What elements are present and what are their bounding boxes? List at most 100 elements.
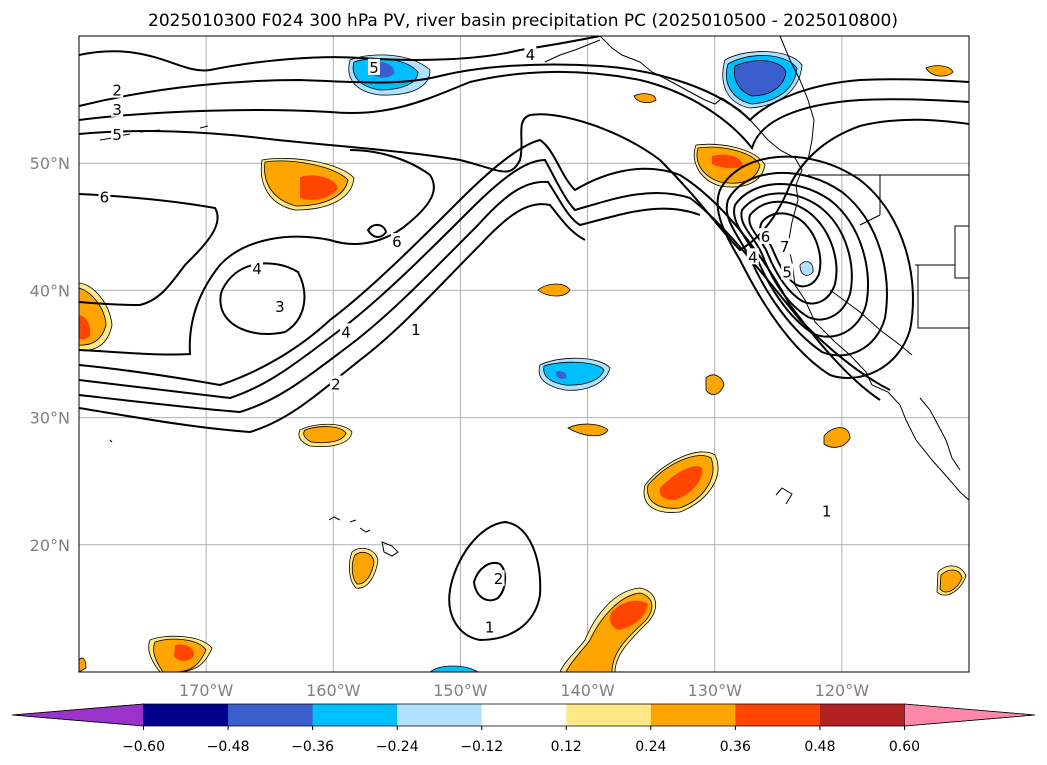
pv-contour-label: 7 [780, 238, 790, 256]
pv-contour-label: 4 [252, 260, 262, 278]
lon-tick-label: 170°W [179, 681, 234, 700]
precip-feature-small [705, 374, 725, 395]
colorbar-bin [481, 704, 567, 726]
precip-feature-small [303, 426, 347, 444]
pv-contour-4 [79, 70, 969, 151]
precip-feature-alaska-panhandle-negative [722, 51, 803, 109]
precip-feature-northwest-coast-positive [694, 143, 766, 188]
pv-contour-2 [79, 36, 601, 72]
precip-feature-small [633, 93, 657, 104]
longitude-tick-labels: 170°W 160°W 150°W 140°W 130°W 120°W [179, 681, 869, 700]
colorbar-tick-label: 0.48 [804, 739, 835, 755]
lat-tick-label: 20°N [30, 536, 70, 555]
pv-contour-ring [740, 192, 853, 321]
colorbar-tick-label: 0.36 [720, 739, 751, 755]
pv-contour-label: 6 [761, 228, 771, 246]
chart-title: 2025010300 F024 300 hPa PV, river basin … [148, 11, 898, 31]
lat-tick-label: 50°N [30, 154, 70, 173]
lon-tick-label: 140°W [560, 681, 615, 700]
map-background [79, 36, 969, 672]
pv-contour-ring-inner [759, 212, 822, 288]
pv-contour-label: 2 [112, 82, 122, 100]
pv-contour-3 [79, 63, 969, 122]
pv-label-mask [98, 188, 111, 205]
pv-contour-ring [748, 200, 838, 305]
pv-contour-label: 5 [369, 59, 379, 77]
pv-label-mask [759, 227, 772, 244]
pv-label-mask [746, 248, 759, 265]
pv-label-mask [781, 263, 794, 280]
colorbar-extend-min [11, 703, 144, 727]
precip-feature-small [79, 657, 87, 672]
pv-contour-label: 1 [411, 321, 421, 339]
colorbar-tick-label: −0.48 [207, 739, 250, 755]
pv-label-mask [273, 297, 286, 314]
pv-label-mask [778, 238, 791, 255]
pv-label-mask [340, 323, 352, 340]
pv-contour-label: 4 [341, 323, 351, 341]
precip-feature-small [823, 427, 851, 448]
pv-label-mask [251, 259, 263, 276]
map-frame [78, 35, 970, 673]
colorbar-bin [819, 704, 905, 726]
pv-contour-label: 2 [331, 376, 341, 394]
pv-contour-label: 3 [275, 298, 285, 316]
pv-label-mask [409, 320, 422, 337]
colorbar-tick-label: −0.60 [122, 739, 165, 755]
pv-label-mask [483, 618, 496, 635]
precip-feature-subtropical-positive [643, 451, 719, 513]
colorbar-bin [566, 704, 652, 726]
pv-contour-label: 6 [392, 233, 402, 251]
colorbar-extend-max [904, 703, 1036, 727]
pv-contour-6-closed [366, 224, 388, 238]
pv-contour-1-closed [448, 520, 542, 642]
precip-feature-small [567, 423, 609, 437]
pv-contour-label: 1 [822, 503, 832, 521]
colorbar-tick-label: 0.24 [635, 739, 666, 755]
precip-feature-small [799, 261, 814, 276]
pv-contour-4 [79, 203, 586, 434]
precip-feature-small [925, 65, 954, 77]
pv-contour-label: 4 [748, 248, 758, 266]
lon-tick-label: 150°W [433, 681, 488, 700]
pv-label-mask [111, 81, 124, 98]
pv-label-mask [820, 502, 833, 519]
colorbar-bin [650, 704, 736, 726]
colorbar-tick-label: 0.60 [889, 739, 920, 755]
pv-contour-label: 5 [782, 264, 792, 282]
lat-tick-label: 30°N [30, 409, 70, 428]
pv-contour-2-closed [472, 562, 506, 602]
precip-feature-hawaii-positive [348, 547, 379, 589]
pv-contour-label: 2 [494, 570, 504, 588]
pv-label-mask [390, 233, 403, 250]
lon-tick-label: 120°W [815, 681, 870, 700]
pv-contour-label: 5 [112, 126, 122, 144]
pv-label-mask [524, 46, 537, 63]
pv-contour-label: 3 [112, 101, 122, 119]
pv-label-mask [329, 375, 342, 392]
pv-contour-3 [79, 180, 701, 414]
pv-contour-5 [79, 149, 435, 356]
precip-feature-small [939, 569, 963, 593]
precip-feature-central-pacific-negative [538, 357, 611, 391]
pv-contour-label: 4 [526, 46, 536, 64]
colorbar-bin [397, 704, 483, 726]
pv-label-mask [367, 58, 380, 75]
colorbar-bin [312, 704, 398, 726]
pv-contour-6 [79, 193, 219, 307]
colorbar-bin [228, 704, 314, 726]
precip-feature-southwest-positive [148, 635, 213, 672]
pv-contour-label: 1 [485, 618, 495, 636]
precip-feature-tropical-positive [559, 587, 657, 672]
pv-label-mask [111, 126, 124, 143]
colorbar-tick-label: −0.24 [376, 739, 419, 755]
colorbar-tick-label: 0.12 [551, 739, 582, 755]
colorbar-tick-label: −0.36 [291, 739, 334, 755]
colorbar-bin [735, 704, 821, 726]
lat-tick-label: 40°N [30, 281, 70, 300]
lon-tick-label: 130°W [688, 681, 743, 700]
pv-contour-3-closed [219, 262, 306, 335]
lon-tick-label: 160°W [306, 681, 361, 700]
